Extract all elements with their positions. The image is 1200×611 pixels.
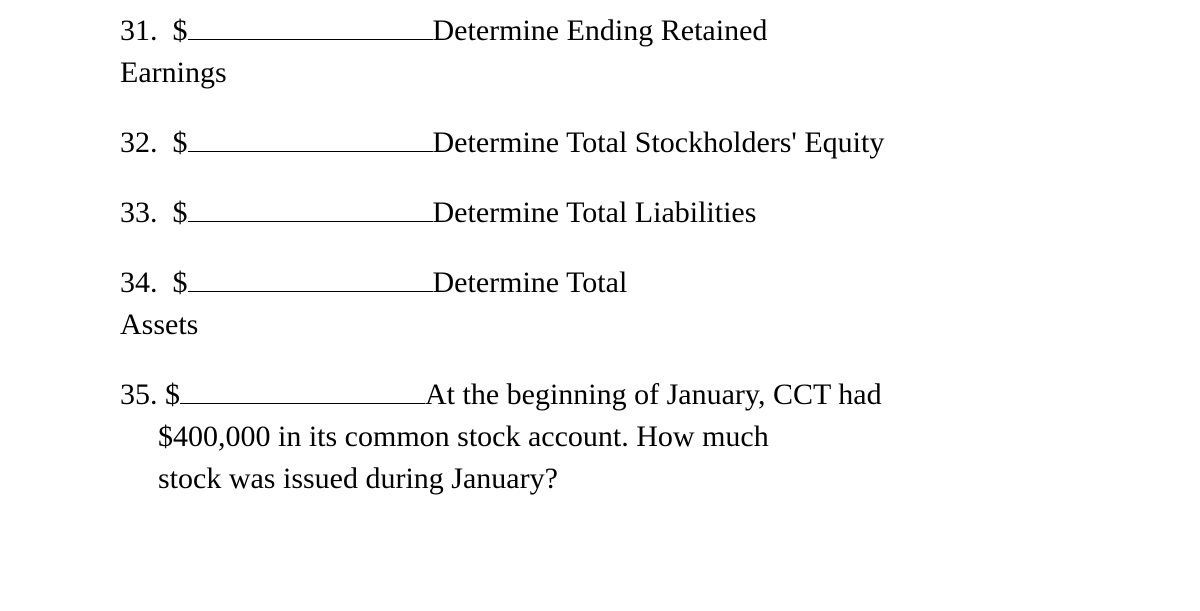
question-35: 35. $ At the beginning of January, CCT ha… — [120, 374, 1080, 500]
dollar-sign: $ — [173, 126, 188, 159]
answer-blank[interactable] — [180, 374, 425, 404]
question-number: 32. — [120, 126, 158, 159]
dollar-sign: $ — [173, 266, 188, 299]
question-number: 34. — [120, 266, 158, 299]
question-number: 35. — [120, 378, 158, 411]
answer-blank[interactable] — [188, 10, 433, 40]
question-description-line2: $400,000 in its common stock account. Ho… — [158, 420, 769, 453]
answer-blank[interactable] — [188, 262, 433, 292]
question-description: Determine Total — [433, 266, 628, 299]
question-description: Determine Ending Retained — [433, 14, 768, 47]
question-number: 31. — [120, 14, 158, 47]
question-34: 34. $ Determine Total Assets — [120, 262, 1080, 346]
dollar-sign: $ — [173, 14, 188, 47]
question-description-cont: Earnings — [120, 56, 227, 89]
dollar-sign: $ — [165, 378, 180, 411]
question-description: Determine Total Liabilities — [433, 196, 757, 229]
answer-blank[interactable] — [188, 122, 433, 152]
question-description: At the beginning of January, CCT had — [425, 378, 882, 411]
answer-blank[interactable] — [188, 192, 433, 222]
question-32: 32. $ Determine Total Stockholders' Equit… — [120, 122, 1080, 164]
question-number: 33. — [120, 196, 158, 229]
question-31: 31. $ Determine Ending Retained Earnings — [120, 10, 1080, 94]
question-33: 33. $ Determine Total Liabilities — [120, 192, 1080, 234]
question-description-line3: stock was issued during January? — [158, 462, 558, 495]
question-description: Determine Total Stockholders' Equity — [433, 126, 885, 159]
dollar-sign: $ — [173, 196, 188, 229]
question-description-cont: Assets — [120, 308, 198, 341]
